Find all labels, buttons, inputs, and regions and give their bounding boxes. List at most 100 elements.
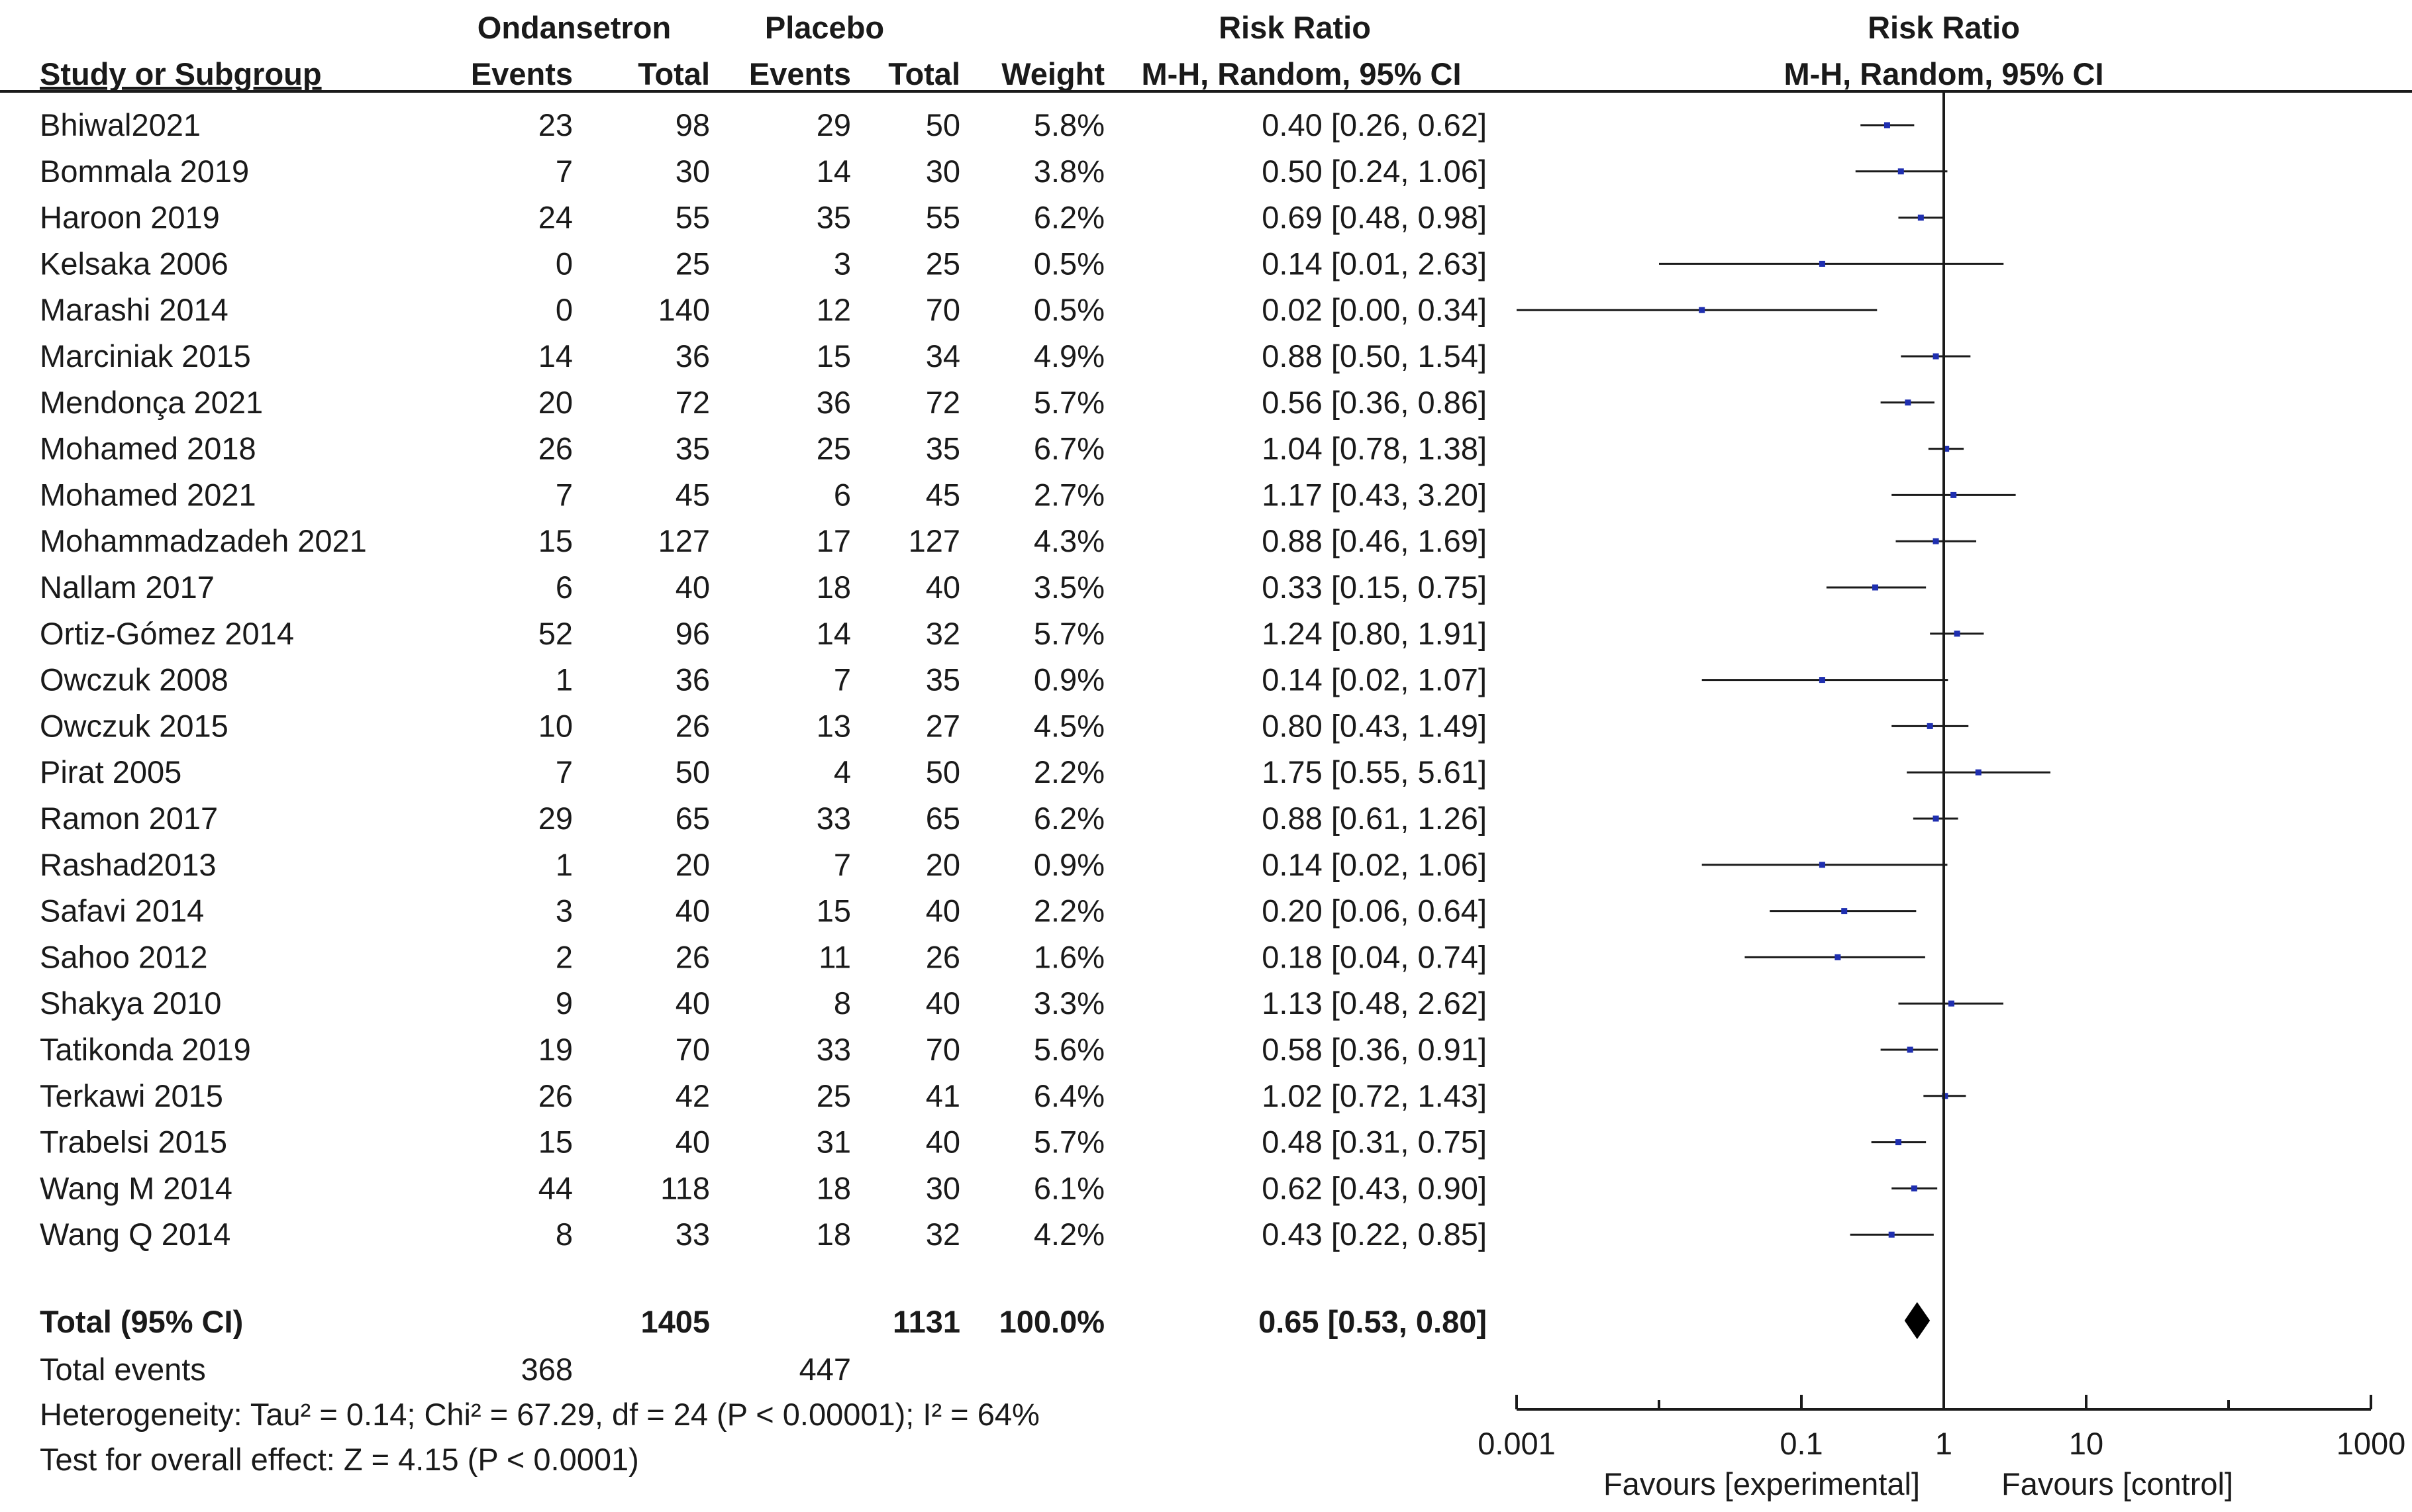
total1-cell: 40 bbox=[676, 985, 710, 1021]
x-axis-tick-label: 1 bbox=[1935, 1426, 1952, 1461]
events2-cell: 17 bbox=[817, 523, 851, 558]
ci-cell: 0.43 [0.22, 0.85] bbox=[1262, 1217, 1487, 1252]
weight-cell: 5.6% bbox=[1034, 1032, 1105, 1067]
total2-cell: 32 bbox=[926, 616, 960, 651]
total1-cell: 70 bbox=[676, 1032, 710, 1067]
events1-cell: 0 bbox=[556, 292, 573, 327]
weight-cell: 5.7% bbox=[1034, 616, 1105, 651]
events2-cell: 3 bbox=[834, 246, 851, 281]
ci-cell: 0.80 [0.43, 1.49] bbox=[1262, 708, 1487, 743]
total-label: Total (95% CI) bbox=[40, 1304, 243, 1339]
weight-cell: 2.2% bbox=[1034, 893, 1105, 929]
study-name: Owczuk 2008 bbox=[40, 662, 228, 697]
total2-cell: 41 bbox=[926, 1078, 960, 1113]
total1-cell: 50 bbox=[676, 754, 710, 789]
total2-cell: 50 bbox=[926, 107, 960, 142]
events1-cell: 29 bbox=[538, 801, 573, 836]
events2-cell: 25 bbox=[817, 431, 851, 466]
events2-cell: 25 bbox=[817, 1078, 851, 1113]
weight-cell: 3.8% bbox=[1034, 154, 1105, 189]
total1-cell: 40 bbox=[676, 893, 710, 929]
ci-cell: 0.14 [0.02, 1.06] bbox=[1262, 847, 1487, 882]
ci-cell: 0.18 [0.04, 0.74] bbox=[1262, 939, 1487, 974]
events1-cell: 20 bbox=[538, 385, 573, 420]
ci-cell: 0.56 [0.36, 0.86] bbox=[1262, 385, 1487, 420]
study-name: Mohamed 2021 bbox=[40, 477, 256, 512]
total2-cell: 27 bbox=[926, 708, 960, 743]
col-total1-header: Total bbox=[638, 56, 710, 91]
x-axis-tick-label: 0.1 bbox=[1780, 1426, 1823, 1461]
weight-cell: 5.7% bbox=[1034, 385, 1105, 420]
total-events-label: Total events bbox=[40, 1352, 206, 1387]
events2-cell: 4 bbox=[834, 754, 851, 789]
point-estimate-marker bbox=[1897, 168, 1904, 175]
total2-cell: 40 bbox=[926, 893, 960, 929]
total2-cell: 72 bbox=[926, 385, 960, 420]
point-estimate-marker bbox=[1943, 446, 1950, 452]
group2-header: Placebo bbox=[765, 10, 884, 45]
total1-cell: 26 bbox=[676, 939, 710, 974]
events1-cell: 7 bbox=[556, 754, 573, 789]
events2-cell: 7 bbox=[834, 847, 851, 882]
study-name: Nallam 2017 bbox=[40, 570, 215, 605]
total2-cell: 127 bbox=[909, 523, 960, 558]
events1-cell: 26 bbox=[538, 431, 573, 466]
total2-cell: 65 bbox=[926, 801, 960, 836]
weight-cell: 6.2% bbox=[1034, 801, 1105, 836]
point-estimate-marker bbox=[1950, 491, 1957, 498]
total2-cell: 55 bbox=[926, 200, 960, 235]
events1-cell: 52 bbox=[538, 616, 573, 651]
events2-cell: 33 bbox=[817, 1032, 851, 1067]
total1-cell: 25 bbox=[676, 246, 710, 281]
total1-cell: 33 bbox=[676, 1217, 710, 1252]
ci-cell: 0.14 [0.01, 2.63] bbox=[1262, 246, 1487, 281]
study-name: Terkawi 2015 bbox=[40, 1078, 223, 1113]
events1-cell: 0 bbox=[556, 246, 573, 281]
total2-cell: 70 bbox=[926, 292, 960, 327]
total1-cell: 55 bbox=[676, 200, 710, 235]
events1-cell: 9 bbox=[556, 985, 573, 1021]
weight-cell: 0.9% bbox=[1034, 662, 1105, 697]
total2-cell: 40 bbox=[926, 1125, 960, 1160]
x-axis-tick-label: 1000 bbox=[2337, 1426, 2406, 1461]
total1-cell: 140 bbox=[658, 292, 710, 327]
ci-cell: 1.02 [0.72, 1.43] bbox=[1262, 1078, 1487, 1113]
events1-cell: 44 bbox=[538, 1170, 573, 1205]
events2-cell: 18 bbox=[817, 1217, 851, 1252]
point-estimate-marker bbox=[1933, 353, 1939, 360]
weight-cell: 3.3% bbox=[1034, 985, 1105, 1021]
weight-cell: 4.2% bbox=[1034, 1217, 1105, 1252]
point-estimate-marker bbox=[1872, 584, 1878, 591]
total2-cell: 40 bbox=[926, 570, 960, 605]
total2-cell: 50 bbox=[926, 754, 960, 789]
events1-cell: 23 bbox=[538, 107, 573, 142]
total1-cell: 118 bbox=[660, 1170, 710, 1205]
events1-cell: 24 bbox=[538, 200, 573, 235]
events2-cell: 13 bbox=[817, 708, 851, 743]
study-name: Kelsaka 2006 bbox=[40, 246, 228, 281]
weight-cell: 6.2% bbox=[1034, 200, 1105, 235]
weight-cell: 4.9% bbox=[1034, 338, 1105, 374]
ci-cell: 0.69 [0.48, 0.98] bbox=[1262, 200, 1487, 235]
total1-cell: 42 bbox=[676, 1078, 710, 1113]
study-name: Pirat 2005 bbox=[40, 754, 181, 789]
col-study-header: Study or Subgroup bbox=[40, 56, 322, 91]
total1-cell: 20 bbox=[676, 847, 710, 882]
ci-cell: 1.24 [0.80, 1.91] bbox=[1262, 616, 1487, 651]
ci-cell: 0.20 [0.06, 0.64] bbox=[1262, 893, 1487, 929]
total-weight: 100.0% bbox=[999, 1304, 1105, 1339]
weight-cell: 2.7% bbox=[1034, 477, 1105, 512]
total1-cell: 72 bbox=[676, 385, 710, 420]
events2-cell: 18 bbox=[817, 1170, 851, 1205]
study-name: Mohamed 2018 bbox=[40, 431, 256, 466]
study-name: Safavi 2014 bbox=[40, 893, 204, 929]
study-name: Marashi 2014 bbox=[40, 292, 228, 327]
events2-cell: 11 bbox=[819, 939, 851, 974]
total1-cell: 127 bbox=[658, 523, 710, 558]
events1-cell: 10 bbox=[538, 708, 573, 743]
events2-cell: 15 bbox=[817, 338, 851, 374]
events2-cell: 8 bbox=[834, 985, 851, 1021]
total1-cell: 98 bbox=[676, 107, 710, 142]
events1-cell: 8 bbox=[556, 1217, 573, 1252]
